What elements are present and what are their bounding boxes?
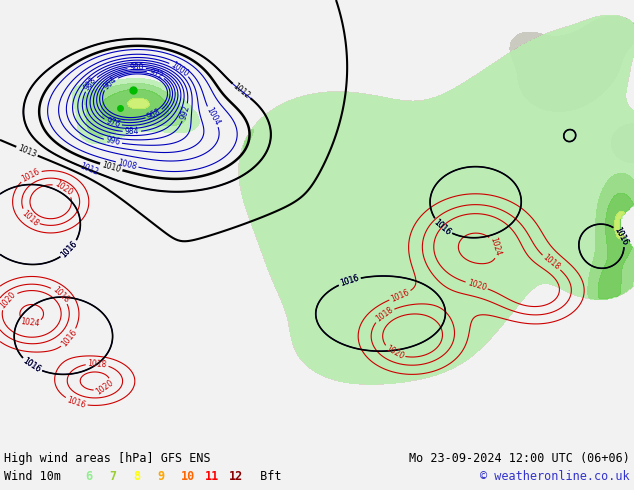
Text: 1024: 1024 bbox=[489, 236, 503, 257]
Text: 1016: 1016 bbox=[20, 167, 41, 184]
Text: 1008: 1008 bbox=[117, 158, 138, 171]
Text: 984: 984 bbox=[125, 127, 139, 136]
Text: 1016: 1016 bbox=[60, 328, 79, 348]
Text: 1018: 1018 bbox=[20, 208, 40, 228]
Text: 1004: 1004 bbox=[204, 106, 221, 127]
Text: 1018: 1018 bbox=[374, 305, 394, 324]
Text: 988: 988 bbox=[82, 75, 99, 93]
Text: 1016: 1016 bbox=[22, 356, 42, 374]
Text: 1018: 1018 bbox=[87, 359, 107, 369]
Text: 1020: 1020 bbox=[94, 379, 115, 397]
Text: Mo 23-09-2024 12:00 UTC (06+06): Mo 23-09-2024 12:00 UTC (06+06) bbox=[409, 452, 630, 466]
Text: 1016: 1016 bbox=[339, 274, 360, 288]
Text: 1016: 1016 bbox=[66, 395, 87, 410]
Text: 992: 992 bbox=[179, 104, 191, 121]
Text: 7: 7 bbox=[109, 470, 116, 483]
Text: 964: 964 bbox=[102, 75, 119, 91]
Text: Wind 10m: Wind 10m bbox=[4, 470, 61, 483]
Text: 1020: 1020 bbox=[466, 278, 487, 293]
Text: 1010: 1010 bbox=[101, 160, 122, 174]
Text: 1018: 1018 bbox=[541, 253, 562, 272]
Text: 9: 9 bbox=[157, 470, 164, 483]
Text: High wind areas [hPa] GFS ENS: High wind areas [hPa] GFS ENS bbox=[4, 452, 210, 466]
Text: 968: 968 bbox=[146, 107, 163, 122]
Text: 1020: 1020 bbox=[0, 290, 18, 310]
Text: 1016: 1016 bbox=[339, 274, 360, 288]
Text: 996: 996 bbox=[105, 136, 121, 147]
Text: 1000: 1000 bbox=[169, 60, 190, 78]
Text: © weatheronline.co.uk: © weatheronline.co.uk bbox=[481, 470, 630, 483]
Text: 1016: 1016 bbox=[612, 225, 630, 246]
Text: 1020: 1020 bbox=[53, 179, 74, 197]
Text: 1016: 1016 bbox=[60, 240, 79, 260]
Text: 980: 980 bbox=[129, 63, 144, 73]
Text: 1012: 1012 bbox=[79, 162, 100, 177]
Text: 11: 11 bbox=[205, 470, 219, 483]
Text: 1016: 1016 bbox=[60, 240, 79, 260]
Text: 972: 972 bbox=[147, 67, 164, 81]
Text: 1016: 1016 bbox=[389, 288, 411, 303]
Text: Bft: Bft bbox=[253, 470, 281, 483]
Text: 8: 8 bbox=[133, 470, 140, 483]
Text: 1016: 1016 bbox=[432, 217, 453, 237]
Text: 1018: 1018 bbox=[50, 285, 70, 305]
Text: 1013: 1013 bbox=[16, 144, 37, 159]
Text: 1016: 1016 bbox=[612, 225, 630, 246]
Text: 1016: 1016 bbox=[22, 356, 42, 374]
Text: 12: 12 bbox=[229, 470, 243, 483]
Text: 1020: 1020 bbox=[384, 344, 405, 362]
Text: 6: 6 bbox=[85, 470, 92, 483]
Text: 10: 10 bbox=[181, 470, 195, 483]
Text: 1024: 1024 bbox=[20, 318, 41, 329]
Text: 976: 976 bbox=[105, 116, 121, 129]
Text: 1012: 1012 bbox=[231, 81, 252, 100]
Text: 1016: 1016 bbox=[432, 217, 453, 237]
